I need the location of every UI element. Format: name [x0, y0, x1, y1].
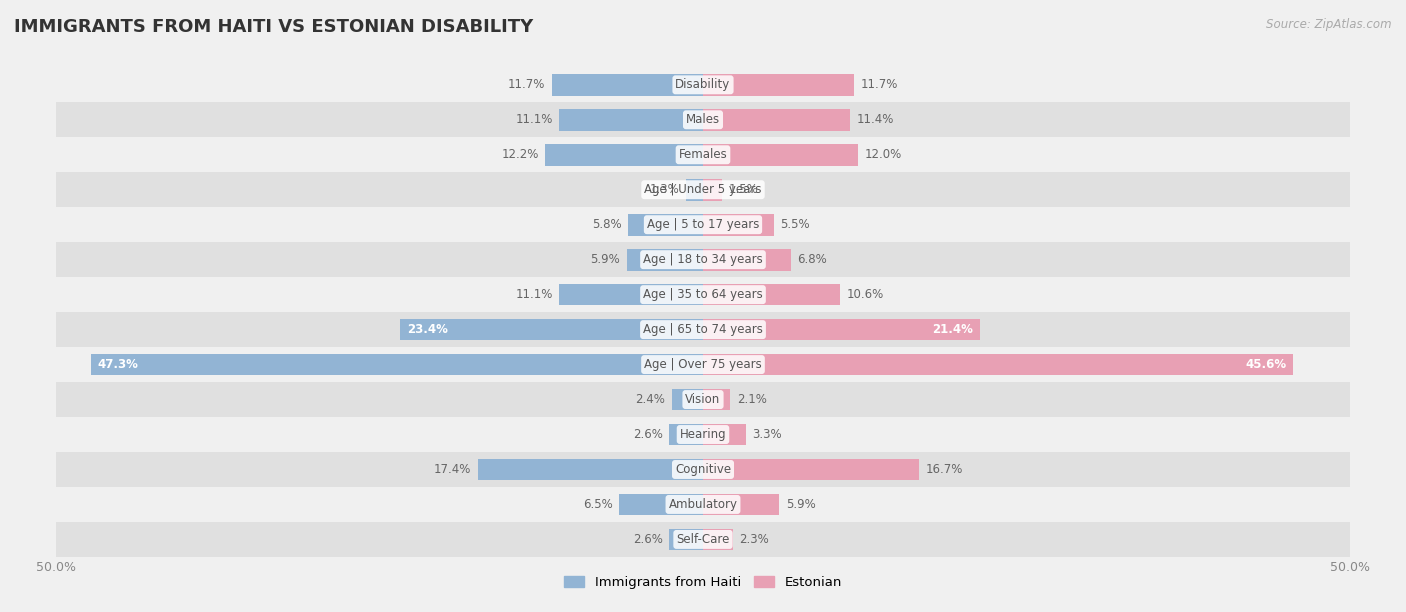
- Bar: [478, 458, 703, 480]
- Bar: [56, 452, 1350, 487]
- Bar: [669, 529, 703, 550]
- Bar: [560, 284, 703, 305]
- Bar: [703, 354, 1294, 375]
- Bar: [703, 144, 858, 166]
- Text: Vision: Vision: [685, 393, 721, 406]
- Bar: [56, 207, 1350, 242]
- Bar: [551, 74, 703, 95]
- Text: Age | Over 75 years: Age | Over 75 years: [644, 358, 762, 371]
- Text: 11.1%: 11.1%: [516, 288, 553, 301]
- Bar: [703, 179, 723, 201]
- Text: Self-Care: Self-Care: [676, 533, 730, 546]
- Text: Age | 65 to 74 years: Age | 65 to 74 years: [643, 323, 763, 336]
- Bar: [669, 424, 703, 446]
- Text: 17.4%: 17.4%: [434, 463, 471, 476]
- Text: Females: Females: [679, 148, 727, 161]
- Text: 3.3%: 3.3%: [752, 428, 782, 441]
- Bar: [560, 109, 703, 130]
- Bar: [401, 319, 703, 340]
- Bar: [703, 214, 775, 236]
- Text: 11.1%: 11.1%: [516, 113, 553, 126]
- Text: 5.9%: 5.9%: [786, 498, 815, 511]
- Bar: [619, 494, 703, 515]
- Text: 2.3%: 2.3%: [740, 533, 769, 546]
- Bar: [56, 312, 1350, 347]
- Text: 2.6%: 2.6%: [633, 533, 662, 546]
- Bar: [703, 529, 733, 550]
- Bar: [703, 458, 920, 480]
- Text: Ambulatory: Ambulatory: [668, 498, 738, 511]
- Bar: [56, 137, 1350, 172]
- Text: 12.0%: 12.0%: [865, 148, 901, 161]
- Text: 47.3%: 47.3%: [97, 358, 139, 371]
- Bar: [56, 242, 1350, 277]
- Bar: [703, 424, 745, 446]
- Bar: [56, 67, 1350, 102]
- Text: 6.8%: 6.8%: [797, 253, 827, 266]
- Bar: [56, 522, 1350, 557]
- Bar: [56, 102, 1350, 137]
- Text: 1.5%: 1.5%: [728, 183, 759, 196]
- Bar: [703, 319, 980, 340]
- Text: Hearing: Hearing: [679, 428, 727, 441]
- Text: 5.9%: 5.9%: [591, 253, 620, 266]
- Bar: [56, 172, 1350, 207]
- Text: 5.5%: 5.5%: [780, 218, 810, 231]
- Bar: [703, 284, 841, 305]
- Text: 2.1%: 2.1%: [737, 393, 766, 406]
- Text: 21.4%: 21.4%: [932, 323, 973, 336]
- Bar: [703, 389, 730, 411]
- Text: 11.7%: 11.7%: [508, 78, 546, 91]
- Text: Age | Under 5 years: Age | Under 5 years: [644, 183, 762, 196]
- Text: 12.2%: 12.2%: [502, 148, 538, 161]
- Text: Age | 35 to 64 years: Age | 35 to 64 years: [643, 288, 763, 301]
- Bar: [628, 214, 703, 236]
- Text: 2.6%: 2.6%: [633, 428, 662, 441]
- Text: 23.4%: 23.4%: [406, 323, 447, 336]
- Text: 1.3%: 1.3%: [650, 183, 679, 196]
- Bar: [672, 389, 703, 411]
- Text: Source: ZipAtlas.com: Source: ZipAtlas.com: [1267, 18, 1392, 31]
- Bar: [703, 109, 851, 130]
- Legend: Immigrants from Haiti, Estonian: Immigrants from Haiti, Estonian: [560, 570, 846, 594]
- Bar: [56, 277, 1350, 312]
- Bar: [56, 347, 1350, 382]
- Text: Age | 5 to 17 years: Age | 5 to 17 years: [647, 218, 759, 231]
- Text: Disability: Disability: [675, 78, 731, 91]
- Text: Cognitive: Cognitive: [675, 463, 731, 476]
- Text: 11.7%: 11.7%: [860, 78, 898, 91]
- Text: 2.4%: 2.4%: [636, 393, 665, 406]
- Text: 6.5%: 6.5%: [582, 498, 613, 511]
- Text: Age | 18 to 34 years: Age | 18 to 34 years: [643, 253, 763, 266]
- Text: 11.4%: 11.4%: [856, 113, 894, 126]
- Text: 16.7%: 16.7%: [925, 463, 963, 476]
- Bar: [627, 249, 703, 271]
- Bar: [686, 179, 703, 201]
- Bar: [546, 144, 703, 166]
- Bar: [91, 354, 703, 375]
- Bar: [56, 417, 1350, 452]
- Text: 5.8%: 5.8%: [592, 218, 621, 231]
- Bar: [703, 249, 792, 271]
- Bar: [56, 382, 1350, 417]
- Text: IMMIGRANTS FROM HAITI VS ESTONIAN DISABILITY: IMMIGRANTS FROM HAITI VS ESTONIAN DISABI…: [14, 18, 533, 36]
- Text: Males: Males: [686, 113, 720, 126]
- Text: 10.6%: 10.6%: [846, 288, 884, 301]
- Bar: [56, 487, 1350, 522]
- Bar: [703, 74, 855, 95]
- Bar: [703, 494, 779, 515]
- Text: 45.6%: 45.6%: [1246, 358, 1286, 371]
